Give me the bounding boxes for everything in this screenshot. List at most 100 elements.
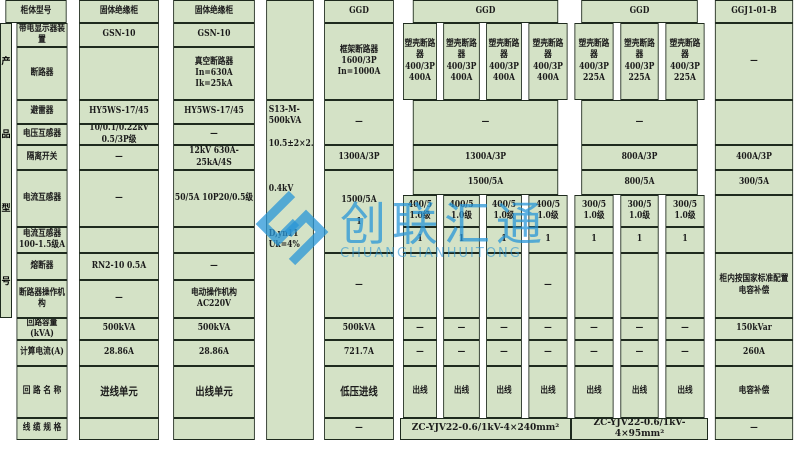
feeder-blank xyxy=(574,253,614,318)
feeder-capacity: — xyxy=(574,318,614,340)
col2-vt: — xyxy=(173,124,255,145)
feeder-circuit: 出线 xyxy=(574,366,614,418)
row-label-operating: 断路器操作机构 xyxy=(16,280,68,318)
header-ggj: GGJ1-01-B xyxy=(714,0,794,23)
feeder-current: — xyxy=(620,340,659,366)
ggd-a-circuit: 低压进线 xyxy=(324,366,394,418)
feeder-blank xyxy=(620,253,659,318)
col2-current: 28.86A xyxy=(173,340,255,366)
col1-cable xyxy=(79,418,159,440)
col1-arrester: HY5WS-17/45 xyxy=(79,100,159,124)
col1-current: 28.86A xyxy=(79,340,159,366)
side-char: 号 xyxy=(1,276,11,287)
feeder-circuit: 出线 xyxy=(443,366,480,418)
feeder-circuit: 出线 xyxy=(486,366,522,418)
ggd-c-dash: — xyxy=(581,100,698,145)
feeder-blank xyxy=(443,253,480,318)
feeder-ct-count: 1 xyxy=(620,227,659,253)
feeder-ct-ratio: 300/5 1.0级 xyxy=(620,195,659,227)
feeder-capacity: — xyxy=(620,318,659,340)
ggj-capacity: 150kVar xyxy=(714,318,794,340)
ggj-ct: 300/5A xyxy=(714,170,794,195)
ggd-a-ct: 1500/5A 1 xyxy=(324,170,394,253)
ggd-b-cable: ZC-YJV22-0.6/1kV-4×240mm² xyxy=(400,418,571,440)
feeder-capacity: — xyxy=(665,318,705,340)
row-label-ct: 电流互感器 xyxy=(16,170,68,227)
feeder-ct-ratio: 400/5 1.0级 xyxy=(486,195,522,227)
feeder-current: — xyxy=(443,340,480,366)
header-col2: 固体绝缘柜 xyxy=(173,0,255,23)
ggd-a-cable: — xyxy=(324,418,394,440)
side-char: 产 xyxy=(1,57,11,68)
col1-fuse: RN2-10 0.5A xyxy=(79,253,159,280)
ggd-a-current: 721.7A xyxy=(324,340,394,366)
ggj-circuit: 电容补偿 xyxy=(714,366,794,418)
feeder-ct-ratio: 400/5 1.0级 xyxy=(528,195,568,227)
col2-isolator: 12kV 630A-25kA/4S xyxy=(173,145,255,170)
feeder-breaker: 塑壳断路器 400/3P 400A xyxy=(403,23,437,100)
col1-operating: — xyxy=(79,280,159,318)
feeder-ct-count: 1 xyxy=(574,227,614,253)
feeder-ct-count: 1 xyxy=(665,227,705,253)
col2-ct: 50/5A 10P20/0.5级 xyxy=(173,170,255,227)
col1-capacity: 500kVA xyxy=(79,318,159,340)
col2-live_display: GSN-10 xyxy=(173,23,255,47)
ggd-a-dash: — xyxy=(324,100,394,145)
side-char: 品 xyxy=(1,130,11,141)
header-ggd-c: GGD xyxy=(581,0,698,23)
feeder-current: — xyxy=(486,340,522,366)
col2-capacity: 500kVA xyxy=(173,318,255,340)
row-label-breaker: 断路器 xyxy=(16,47,68,100)
ggd-b-isolator: 1300A/3P xyxy=(412,145,559,170)
ggd-b-dash: — xyxy=(412,100,559,145)
row-label-live_display: 带电显示器装置 xyxy=(16,23,68,47)
ggj-isolator: 400A/3P xyxy=(714,145,794,170)
feeder-breaker: 塑壳断路器 400/3P 400A xyxy=(443,23,480,100)
feeder-breaker: 塑壳断路器 400/3P 225A xyxy=(620,23,659,100)
col1-vt: 10/0.1/0.22kV 0.5/3P级 xyxy=(79,124,159,145)
col2-breaker: 真空断路器 In=630A Ik=25kA xyxy=(173,47,255,100)
feeder-capacity: — xyxy=(486,318,522,340)
row-label-cable: 线 缆 规 格 xyxy=(16,418,68,440)
feeder-blank xyxy=(403,253,437,318)
ggd-a-capacity: 500kVA xyxy=(324,318,394,340)
feeder-capacity: — xyxy=(443,318,480,340)
feeder-current: — xyxy=(528,340,568,366)
ggd-c-cable: ZC-YJV22-0.6/1kV-4×95mm² xyxy=(571,418,708,440)
row-label-vt: 电压互感器 xyxy=(16,124,68,145)
transformer-spec: S13-M-500kVA 10.5±2×2.5%/ 0.4kV D,yn11 U… xyxy=(266,100,314,440)
col2-cable xyxy=(173,418,255,440)
feeder-circuit: 出线 xyxy=(620,366,659,418)
col2-operating: 电动操作机构 AC220V xyxy=(173,280,255,318)
feeder-ct-ratio: 300/5 1.0级 xyxy=(665,195,705,227)
feeder-ct-ratio: 400/5 1.0级 xyxy=(403,195,437,227)
feeder-circuit: 出线 xyxy=(403,366,437,418)
row-label-circuit: 回 路 名 称 xyxy=(16,366,68,418)
col1-circuit: 进线单元 xyxy=(79,366,159,418)
row-label-current: 计算电流(A) xyxy=(16,340,68,366)
col2-zero_ct xyxy=(173,227,255,253)
col2-circuit: 出线单元 xyxy=(173,366,255,418)
ggd-a-breaker: 框架断路器1600/3P In=1000A xyxy=(324,23,394,100)
product-type-side-label: 产 品 型 号 xyxy=(0,23,12,318)
transformer-top-blank xyxy=(266,0,314,100)
col2-arrester: HY5WS-17/45 xyxy=(173,100,255,124)
feeder-capacity: — xyxy=(403,318,437,340)
row-label-fuse: 熔断器 xyxy=(16,253,68,280)
feeder-breaker: 塑壳断路器 400/3P 400A xyxy=(486,23,522,100)
feeder-capacity: — xyxy=(528,318,568,340)
feeder-current: — xyxy=(403,340,437,366)
ggj-note: 柜内按国家标准配置 电容补偿 xyxy=(714,253,794,318)
row-label-arrester: 避雷器 xyxy=(16,100,68,124)
feeder-ct-count: 1 xyxy=(403,227,437,253)
col1-isolator: — xyxy=(79,145,159,170)
ggd-c-isolator: 800A/3P xyxy=(581,145,698,170)
col2-fuse: — xyxy=(173,253,255,280)
ggd-c-ct: 800/5A xyxy=(581,170,698,195)
header-ggd-a: GGD xyxy=(324,0,394,23)
col1-ct: — xyxy=(79,170,159,227)
feeder-breaker: 塑壳断路器 400/3P 400A xyxy=(528,23,568,100)
feeder-ct-ratio: 400/5 1.0级 xyxy=(443,195,480,227)
ggd-a-fuse: — xyxy=(324,253,394,318)
